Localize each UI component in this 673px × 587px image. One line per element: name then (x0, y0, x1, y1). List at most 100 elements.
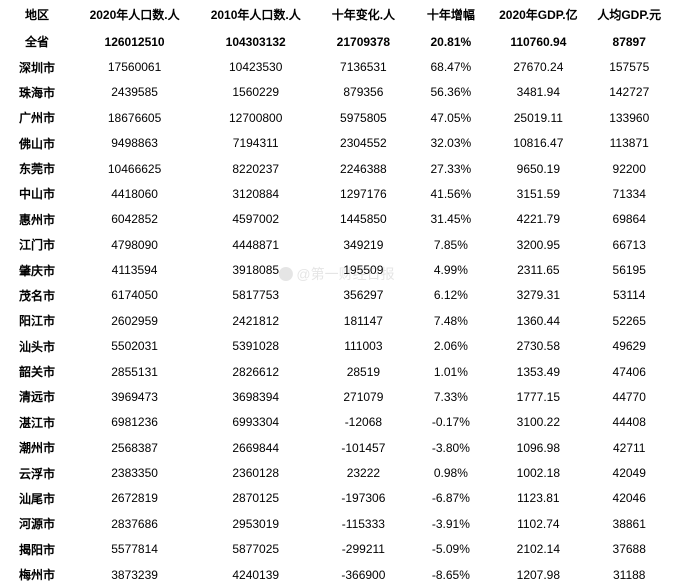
cell-r0-c2: 104303132 (195, 29, 316, 54)
table-row: 汕头市550203153910281110032.06%2730.5849629 (0, 334, 673, 359)
cell-r16-c1: 2568387 (74, 435, 195, 460)
cell-r14-c5: 1777.15 (491, 384, 585, 409)
cell-r15-c0: 湛江市 (0, 410, 74, 435)
cell-r7-c1: 6042852 (74, 207, 195, 232)
cell-r10-c2: 5817753 (195, 283, 316, 308)
cell-r10-c0: 茂名市 (0, 283, 74, 308)
cell-r21-c2: 4240139 (195, 562, 316, 587)
cell-r16-c6: 42711 (585, 435, 673, 460)
cell-r4-c2: 7194311 (195, 131, 316, 156)
cell-r0-c4: 20.81% (410, 29, 491, 54)
col-header-5: 2020年GDP.亿 (491, 0, 585, 29)
table-row: 广州市1867660512700800597580547.05%25019.11… (0, 105, 673, 130)
cell-r16-c5: 1096.98 (491, 435, 585, 460)
table-row: 汕尾市26728192870125-197306-6.87%1123.81420… (0, 486, 673, 511)
cell-r3-c6: 133960 (585, 105, 673, 130)
cell-r6-c0: 中山市 (0, 181, 74, 206)
table-row: 潮州市25683872669844-101457-3.80%1096.98427… (0, 435, 673, 460)
cell-r15-c6: 44408 (585, 410, 673, 435)
cell-r7-c0: 惠州市 (0, 207, 74, 232)
cell-r15-c4: -0.17% (410, 410, 491, 435)
cell-r11-c6: 52265 (585, 308, 673, 333)
cell-r6-c5: 3151.59 (491, 181, 585, 206)
cell-r7-c5: 4221.79 (491, 207, 585, 232)
cell-r11-c2: 2421812 (195, 308, 316, 333)
table-row: 东莞市104666258220237224638827.33%9650.1992… (0, 156, 673, 181)
cell-r8-c5: 3200.95 (491, 232, 585, 257)
cell-r6-c6: 71334 (585, 181, 673, 206)
cell-r21-c6: 31188 (585, 562, 673, 587)
table-row: 梅州市38732394240139-366900-8.65%1207.98311… (0, 562, 673, 587)
cell-r21-c5: 1207.98 (491, 562, 585, 587)
cell-r6-c2: 3120884 (195, 181, 316, 206)
cell-r17-c3: 23222 (316, 460, 410, 485)
cell-r9-c6: 56195 (585, 257, 673, 282)
cell-r17-c6: 42049 (585, 460, 673, 485)
cell-r18-c6: 42046 (585, 486, 673, 511)
cell-r8-c3: 349219 (316, 232, 410, 257)
cell-r19-c3: -115333 (316, 511, 410, 536)
cell-r15-c5: 3100.22 (491, 410, 585, 435)
cell-r12-c2: 5391028 (195, 334, 316, 359)
cell-r15-c1: 6981236 (74, 410, 195, 435)
cell-r20-c5: 2102.14 (491, 537, 585, 562)
cell-r1-c4: 68.47% (410, 54, 491, 79)
cell-r2-c0: 珠海市 (0, 80, 74, 105)
cell-r6-c1: 4418060 (74, 181, 195, 206)
cell-r14-c2: 3698394 (195, 384, 316, 409)
cell-r14-c4: 7.33% (410, 384, 491, 409)
col-header-4: 十年增幅 (410, 0, 491, 29)
cell-r0-c6: 87897 (585, 29, 673, 54)
cell-r5-c3: 2246388 (316, 156, 410, 181)
table-row: 阳江市260295924218121811477.48%1360.4452265 (0, 308, 673, 333)
cell-r11-c5: 1360.44 (491, 308, 585, 333)
cell-r5-c1: 10466625 (74, 156, 195, 181)
cell-r11-c3: 181147 (316, 308, 410, 333)
cell-r8-c0: 江门市 (0, 232, 74, 257)
cell-r16-c3: -101457 (316, 435, 410, 460)
cell-r10-c4: 6.12% (410, 283, 491, 308)
cell-r13-c2: 2826612 (195, 359, 316, 384)
cell-r9-c3: 195509 (316, 257, 410, 282)
cell-r11-c0: 阳江市 (0, 308, 74, 333)
cell-r4-c3: 2304552 (316, 131, 410, 156)
cell-r1-c2: 10423530 (195, 54, 316, 79)
cell-r12-c3: 111003 (316, 334, 410, 359)
cell-r12-c0: 汕头市 (0, 334, 74, 359)
cell-r3-c1: 18676605 (74, 105, 195, 130)
cell-r20-c1: 5577814 (74, 537, 195, 562)
cell-r15-c3: -12068 (316, 410, 410, 435)
cell-r10-c3: 356297 (316, 283, 410, 308)
cell-r7-c6: 69864 (585, 207, 673, 232)
cell-r20-c3: -299211 (316, 537, 410, 562)
table-row: 揭阳市55778145877025-299211-5.09%2102.14376… (0, 537, 673, 562)
cell-r21-c4: -8.65% (410, 562, 491, 587)
cell-r6-c4: 41.56% (410, 181, 491, 206)
cell-r18-c0: 汕尾市 (0, 486, 74, 511)
cell-r19-c5: 1102.74 (491, 511, 585, 536)
cell-r2-c5: 3481.94 (491, 80, 585, 105)
cell-r2-c1: 2439585 (74, 80, 195, 105)
cell-r17-c5: 1002.18 (491, 460, 585, 485)
cell-r9-c1: 4113594 (74, 257, 195, 282)
table-row: 佛山市94988637194311230455232.03%10816.4711… (0, 131, 673, 156)
cell-r17-c1: 2383350 (74, 460, 195, 485)
cell-r14-c3: 271079 (316, 384, 410, 409)
cell-r3-c0: 广州市 (0, 105, 74, 130)
col-header-6: 人均GDP.元 (585, 0, 673, 29)
table-row: 惠州市60428524597002144585031.45%4221.79698… (0, 207, 673, 232)
cell-r18-c1: 2672819 (74, 486, 195, 511)
cell-r12-c6: 49629 (585, 334, 673, 359)
cell-r3-c3: 5975805 (316, 105, 410, 130)
cell-r10-c5: 3279.31 (491, 283, 585, 308)
col-header-0: 地区 (0, 0, 74, 29)
cell-r13-c1: 2855131 (74, 359, 195, 384)
cell-r13-c5: 1353.49 (491, 359, 585, 384)
population-gdp-table: 地区2020年人口数.人2010年人口数.人十年变化.人十年增幅2020年GDP… (0, 0, 673, 587)
cell-r1-c0: 深圳市 (0, 54, 74, 79)
cell-r19-c1: 2837686 (74, 511, 195, 536)
cell-r4-c5: 10816.47 (491, 131, 585, 156)
cell-r11-c1: 2602959 (74, 308, 195, 333)
cell-r2-c2: 1560229 (195, 80, 316, 105)
table-row: 江门市479809044488713492197.85%3200.9566713 (0, 232, 673, 257)
